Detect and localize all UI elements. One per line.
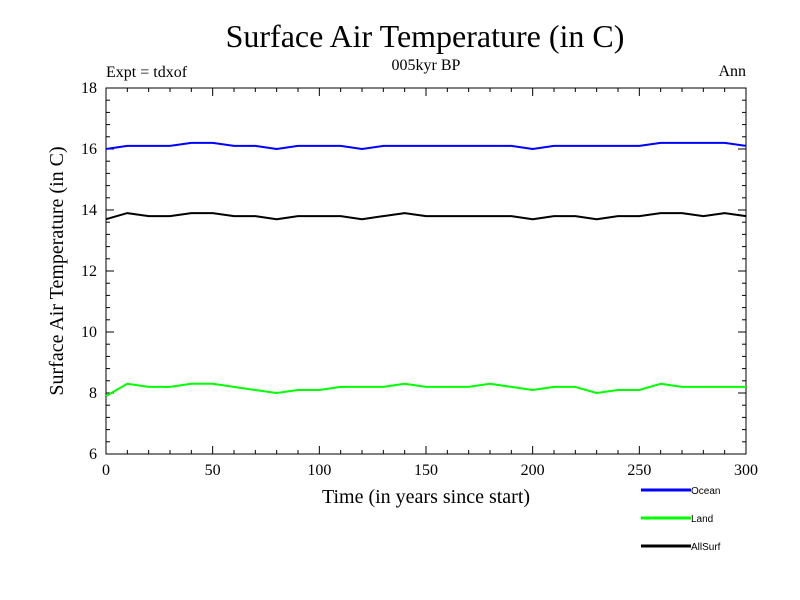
x-axis-label: Time (in years since start) xyxy=(322,486,530,508)
axis-ticks xyxy=(105,87,747,455)
y-tick-label: 12 xyxy=(81,263,97,280)
x-tick-label: 0 xyxy=(102,462,110,479)
y-tick-label: 8 xyxy=(89,385,97,402)
axis-tick-labels: 0 50 100 150 200 250 300 6 8 10 12 14 16 18 xyxy=(81,80,758,479)
y-tick-label: 6 xyxy=(89,446,97,463)
x-tick-label: 50 xyxy=(205,462,221,479)
legend-label-ocean: Ocean xyxy=(691,486,720,497)
x-tick-label: 100 xyxy=(307,462,331,479)
series-lines xyxy=(105,141,747,397)
legend-label-land: Land xyxy=(691,514,713,525)
season-label: Ann xyxy=(718,63,746,80)
y-axis-label: Surface Air Temperature (in C) xyxy=(46,146,68,395)
y-tick-label: 10 xyxy=(81,324,97,341)
y-tick-label: 16 xyxy=(81,141,97,158)
legend-label-allsurf: AllSurf xyxy=(691,542,721,553)
x-tick-label: 300 xyxy=(734,462,758,479)
series-line-land xyxy=(105,382,746,397)
chart-subtitle: 005kyr BP xyxy=(392,57,461,74)
series-line-ocean xyxy=(105,141,747,150)
x-tick-label: 250 xyxy=(627,462,651,479)
legend: Ocean Land AllSurf xyxy=(641,486,721,553)
chart-title: Surface Air Temperature (in C) xyxy=(226,18,625,54)
experiment-label: Expt = tdxof xyxy=(106,64,188,81)
x-tick-label: 200 xyxy=(521,462,545,479)
y-tick-label: 18 xyxy=(81,80,97,97)
series-line-allsurf xyxy=(105,212,747,221)
x-tick-label: 150 xyxy=(414,462,438,479)
y-tick-label: 14 xyxy=(81,202,97,219)
